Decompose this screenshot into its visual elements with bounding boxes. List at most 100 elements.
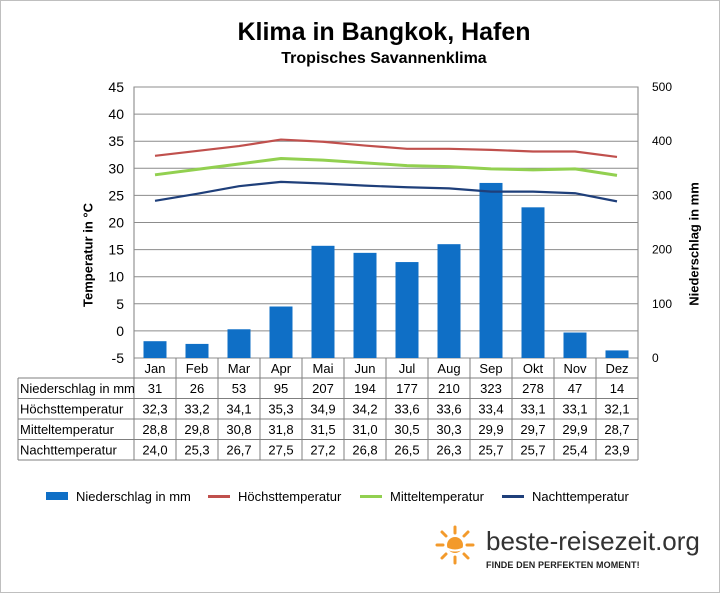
table-cell: 31,0 (352, 422, 377, 437)
y-right-tick-label: 0 (652, 351, 659, 365)
y-left-tick-label: 30 (108, 160, 124, 176)
table-cell: 33,6 (394, 402, 419, 417)
table-cell: 30,5 (394, 422, 419, 437)
bar-niederschlag (227, 329, 251, 358)
brand-tagline: FINDE DEN PERFEKTEN MOMENT! (486, 560, 640, 570)
y-left-tick-label: 35 (108, 133, 124, 149)
table-cell: 30,8 (226, 422, 251, 437)
legend-label-hoechsttemperatur: Höchsttemperatur (238, 488, 342, 504)
bar-niederschlag (353, 252, 377, 358)
y-left-tick-label: 10 (108, 269, 124, 285)
table-cell: 29,8 (184, 422, 209, 437)
chart-subtitle: Tropisches Savannenklima (281, 50, 487, 67)
table-cell: 47 (568, 381, 582, 396)
table-cell: 32,1 (604, 402, 629, 417)
legend-label-nachttemperatur: Nachttemperatur (532, 488, 629, 504)
table-cell: 29,9 (562, 422, 587, 437)
table-cell: 194 (354, 381, 376, 396)
table-cell: 29,9 (478, 422, 503, 437)
bar-niederschlag (269, 306, 293, 358)
legend-label-niederschlag: Niederschlag in mm (76, 488, 191, 504)
bar-niederschlag (395, 262, 419, 358)
table-cell: 34,2 (352, 402, 377, 417)
table-cell: 53 (232, 381, 246, 396)
table-cell: 278 (522, 381, 544, 396)
table-cell: 23,9 (604, 443, 629, 458)
legend-item-mitteltemperatur: Mitteltemperatur (360, 487, 484, 505)
table-cell: 25,4 (562, 443, 587, 458)
y-right-tick-label: 400 (652, 134, 672, 148)
table-cell: 207 (312, 381, 334, 396)
bar-niederschlag (479, 182, 503, 358)
table-cell: 323 (480, 381, 502, 396)
line-mitteltemperatur (154, 157, 618, 177)
legend-item-niederschlag: Niederschlag in mm (46, 487, 191, 505)
table-cell: 28,8 (142, 422, 167, 437)
table-cell: 28,7 (604, 422, 629, 437)
climate-chart: 45 40 35 30 25 20 15 10 5 0 -5 500 400 300 200 100 0 Jan F… (17, 79, 672, 461)
table-cell: 31,8 (268, 422, 293, 437)
y-right-tick-label: 100 (652, 297, 672, 311)
table-cell: 26,8 (352, 443, 377, 458)
brand-name: beste-reisezeit.org (486, 526, 700, 556)
table-cell: 32,3 (142, 402, 167, 417)
bar-niederschlag (143, 341, 167, 358)
table-cell: 30,3 (436, 422, 461, 437)
bar-niederschlag (185, 343, 209, 358)
table-cell: 25,7 (520, 443, 545, 458)
legend-swatch-hoechsttemperatur (208, 494, 230, 498)
table-row-label: Höchsttemperatur (20, 402, 124, 417)
brand-logo: beste-reisezeit.org FINDE DEN PERFEKTEN … (430, 520, 720, 580)
table-row-label: Niederschlag in mm (20, 381, 135, 396)
y-left-tick-label: 40 (108, 106, 124, 122)
table-cell: 14 (610, 381, 624, 396)
bar-niederschlag (437, 244, 461, 358)
line-hoechsttemperatur (154, 138, 618, 159)
legend-item-nachttemperatur: Nachttemperatur (502, 487, 629, 505)
table-row-label: Mitteltemperatur (20, 422, 115, 437)
bar-niederschlag (521, 207, 545, 358)
bar-niederschlag (605, 350, 629, 358)
table-cell: 27,5 (268, 443, 293, 458)
y-left-tick-label: 25 (108, 187, 124, 203)
legend-swatch-mitteltemperatur (360, 494, 382, 498)
table-cell: 33,6 (436, 402, 461, 417)
x-tick-label: Feb (186, 361, 208, 376)
table-cell: 26,3 (436, 443, 461, 458)
table-cell: 25,7 (478, 443, 503, 458)
y-right-tick-label: 200 (652, 243, 672, 257)
x-tick-label: Sep (479, 361, 502, 376)
y-left-tick-label: 20 (108, 215, 124, 231)
x-tick-label: Nov (563, 361, 587, 376)
table-cell: 33,4 (478, 402, 503, 417)
x-tick-label: Aug (437, 361, 460, 376)
x-tick-label: Dez (605, 361, 628, 376)
y-left-tick-label: 0 (116, 323, 124, 339)
y-left-tick-label: 5 (116, 296, 124, 312)
x-tick-label: Apr (271, 361, 292, 376)
table-cell: 34,9 (310, 402, 335, 417)
sun-icon (435, 525, 475, 565)
x-tick-label: Mai (313, 361, 334, 376)
y-left-tick-label: -5 (112, 350, 125, 366)
table-cell: 26,7 (226, 443, 251, 458)
x-tick-label: Okt (523, 361, 544, 376)
table-cell: 177 (396, 381, 418, 396)
bar-niederschlag (311, 245, 335, 358)
table-row-label: Nachttemperatur (20, 443, 117, 458)
table-cell: 210 (438, 381, 460, 396)
table-cell: 33,1 (520, 402, 545, 417)
chart-title: Klima in Bangkok, Hafen (237, 18, 531, 46)
legend-label-mitteltemperatur: Mitteltemperatur (390, 488, 484, 504)
x-tick-label: Mar (228, 361, 251, 376)
table-cell: 95 (274, 381, 288, 396)
line-nachttemperatur (154, 180, 618, 203)
bar-niederschlag (563, 332, 587, 358)
table-cell: 31,5 (310, 422, 335, 437)
y-right-tick-label: 500 (652, 80, 672, 94)
legend-swatch-niederschlag (46, 492, 68, 500)
x-tick-label: Jul (399, 361, 416, 376)
x-tick-label: Jun (355, 361, 376, 376)
table-cell: 25,3 (184, 443, 209, 458)
table-cell: 27,2 (310, 443, 335, 458)
